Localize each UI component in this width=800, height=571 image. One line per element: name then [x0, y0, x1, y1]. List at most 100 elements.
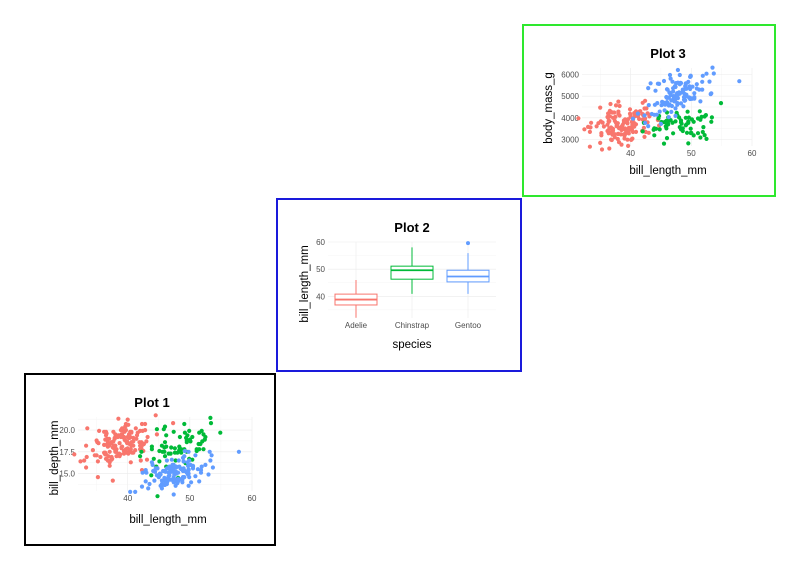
data-point [139, 449, 144, 454]
data-point [187, 437, 192, 442]
data-point [648, 81, 653, 86]
data-point [599, 147, 605, 152]
data-point [172, 446, 177, 451]
data-point [627, 107, 633, 112]
data-point [711, 71, 716, 76]
data-point [185, 463, 191, 468]
data-point [162, 454, 168, 459]
chart-title: Plot 2 [394, 220, 429, 235]
data-point [149, 460, 154, 465]
data-point [125, 446, 130, 451]
plot-3-panel: Plot 3 bill_length_mm body_mass_g 40 50 60… [522, 24, 776, 197]
x-tick-label: Chinstrap [395, 321, 430, 330]
data-point [704, 71, 709, 76]
data-point [199, 428, 204, 433]
data-point [111, 429, 116, 434]
data-point [123, 428, 128, 433]
data-point [619, 142, 624, 147]
data-point [182, 430, 187, 435]
data-point [615, 131, 620, 137]
data-point [700, 73, 705, 78]
data-point [210, 465, 215, 470]
data-point [610, 126, 616, 131]
data-point [185, 433, 190, 438]
data-point [125, 434, 130, 440]
data-point [186, 483, 191, 488]
x-tick-label: 60 [748, 149, 757, 158]
y-axis-label: body_mass_g [543, 72, 555, 144]
data-point [166, 466, 171, 471]
data-point [646, 124, 651, 129]
plot-2-chart: Plot 2 species bill_length_mm 40 50 60 Adel… [299, 220, 496, 351]
data-point [689, 117, 694, 122]
data-point [105, 444, 110, 449]
data-point [129, 440, 134, 445]
data-point [681, 104, 686, 109]
data-point [162, 482, 167, 487]
data-point [684, 130, 690, 135]
data-point [120, 426, 125, 431]
data-point [618, 132, 623, 137]
data-point [646, 103, 651, 108]
data-point [171, 467, 176, 472]
data-point [608, 101, 613, 107]
y-tick-label: 40 [316, 292, 325, 301]
data-point [664, 94, 669, 100]
data-point [598, 105, 603, 110]
data-point [612, 110, 617, 115]
data-point [208, 458, 213, 463]
data-point [666, 115, 671, 120]
data-point [677, 125, 682, 130]
x-tick-label: Adelie [345, 321, 368, 330]
data-point [84, 443, 89, 448]
data-point [125, 417, 130, 422]
y-tick-label: 6000 [561, 71, 579, 80]
data-point [198, 470, 204, 475]
data-point [84, 454, 89, 460]
data-point [615, 123, 620, 128]
data-point [138, 458, 143, 463]
data-point [673, 119, 678, 124]
data-point [154, 432, 159, 437]
data-point [607, 118, 612, 124]
data-point [236, 449, 241, 454]
data-point [201, 447, 206, 452]
data-point [171, 429, 176, 434]
data-point [664, 87, 670, 92]
data-point [671, 131, 676, 136]
data-point [195, 467, 200, 472]
data-point [601, 124, 606, 129]
data-point [111, 446, 117, 451]
data-point [117, 441, 122, 446]
x-axis-label: bill_length_mm [129, 514, 206, 526]
data-point [613, 103, 619, 108]
data-point [97, 428, 102, 433]
data-point [182, 421, 187, 427]
x-tick-label: Gentoo [455, 321, 482, 330]
data-point [607, 146, 612, 151]
data-point [159, 478, 164, 483]
data-point [201, 432, 206, 437]
data-point [624, 128, 629, 133]
data-point [652, 112, 657, 117]
data-point [153, 413, 158, 418]
data-point [128, 489, 133, 494]
data-point [162, 440, 168, 445]
data-point [151, 468, 156, 474]
data-point [139, 421, 145, 427]
data-point [164, 458, 169, 463]
data-point [133, 489, 138, 494]
data-point [133, 448, 138, 453]
x-axis-label: bill_length_mm [629, 165, 706, 177]
data-point [78, 459, 83, 464]
data-point [678, 101, 684, 106]
data-point [635, 111, 640, 116]
data-point [642, 134, 647, 139]
data-point [143, 428, 148, 433]
data-point [194, 447, 199, 452]
data-point [151, 456, 156, 461]
data-point [149, 473, 154, 478]
data-point [105, 440, 110, 445]
data-point [118, 433, 123, 438]
data-point [632, 111, 637, 116]
